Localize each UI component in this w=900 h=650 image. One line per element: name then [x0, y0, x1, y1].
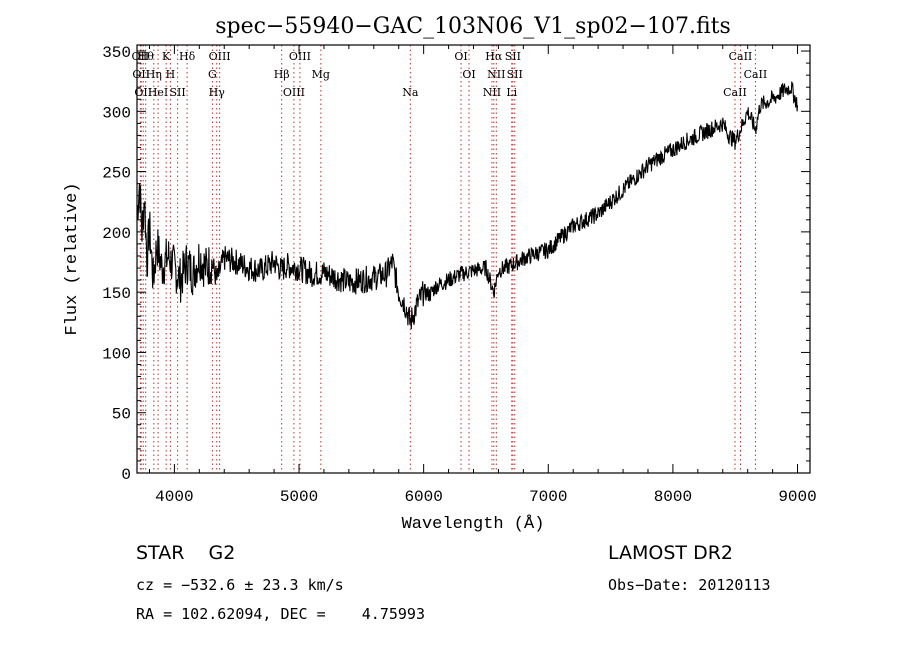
plot-frame: [136, 44, 811, 474]
spectral-line-label: OIII: [283, 86, 305, 99]
spectral-line-label: CaII: [729, 50, 753, 63]
spectral-line-label: Hβ: [274, 68, 290, 81]
spectral-line-label: Na: [402, 86, 419, 99]
survey-name: LAMOST DR2: [608, 542, 733, 564]
object-class: STAR G2: [136, 542, 236, 564]
spectral-line-label: OIII: [209, 50, 231, 63]
spectral-line-label: Hη: [146, 68, 162, 81]
spectral-line-label: Hγ: [209, 86, 226, 99]
spectral-line-label: OI: [462, 68, 475, 81]
spectral-line-label: NII: [487, 68, 505, 81]
y-tick-label: 200: [102, 225, 131, 243]
x-tick-label: 9000: [778, 488, 816, 506]
spectral-line-label: NII: [483, 86, 501, 99]
spectral-line-label: HeI: [148, 86, 168, 99]
x-tick-label: 5000: [280, 488, 318, 506]
spectral-line-label: Mg: [312, 68, 330, 81]
x-tick-label: 8000: [654, 488, 692, 506]
spectral-line-label: CaII: [744, 68, 768, 81]
spectral-line-label: OI: [454, 50, 467, 63]
y-tick-label: 300: [102, 104, 131, 122]
y-tick-label: 0: [121, 466, 131, 484]
redshift-velocity: cz = −532.6 ± 23.3 km/s: [136, 576, 344, 594]
spectral-line-label: SII: [170, 86, 186, 99]
spectral-line-markers: [139, 45, 756, 473]
spectral-line-labels: OIIOIIOIIHθHηHeIKHSIIHδGHγOIIIHβOIIIOIII…: [132, 50, 768, 99]
y-axis-ticks: 0 50 100 150 200 250 300 350: [102, 44, 810, 484]
spectral-line-label: OII: [132, 50, 150, 63]
y-tick-label: 50: [112, 406, 131, 424]
spectral-line-label: K: [162, 50, 171, 63]
spectral-line-label: SII: [507, 68, 523, 81]
x-axis-label: Wavelength (Å): [402, 515, 545, 534]
spectrum-line: [136, 81, 799, 330]
spectral-line-label: Li: [506, 86, 517, 99]
spectral-line-label: Hθ: [138, 50, 155, 63]
y-tick-label: 100: [102, 345, 131, 363]
spectral-line-label: SII: [505, 50, 521, 63]
spectral-line-label: Hδ: [179, 50, 196, 63]
y-tick-label: 250: [102, 165, 131, 183]
y-tick-label: 350: [102, 44, 131, 62]
y-tick-label: 150: [102, 285, 131, 303]
spectral-line-label: CaII: [723, 86, 747, 99]
y-axis-label: Flux (relative): [63, 182, 82, 335]
spectral-line-label: OIII: [289, 50, 311, 63]
spectral-line-label: H: [166, 68, 176, 81]
x-axis-ticks: 4000 5000 6000 7000 8000 9000: [148, 45, 817, 506]
spectral-line-label: Hα: [485, 50, 503, 63]
observation-date: Obs−Date: 20120113: [608, 576, 771, 594]
spectral-line-label: G: [208, 68, 217, 81]
x-tick-label: 4000: [155, 488, 193, 506]
chart-title: spec−55940−GAC_103N06_V1_sp02−107.fits: [215, 14, 731, 39]
x-tick-label: 6000: [404, 488, 442, 506]
spectral-line-label: OII: [134, 86, 152, 99]
sky-coordinates: RA = 102.62094, DEC = 4.75993: [136, 605, 425, 623]
x-tick-label: 7000: [529, 488, 567, 506]
